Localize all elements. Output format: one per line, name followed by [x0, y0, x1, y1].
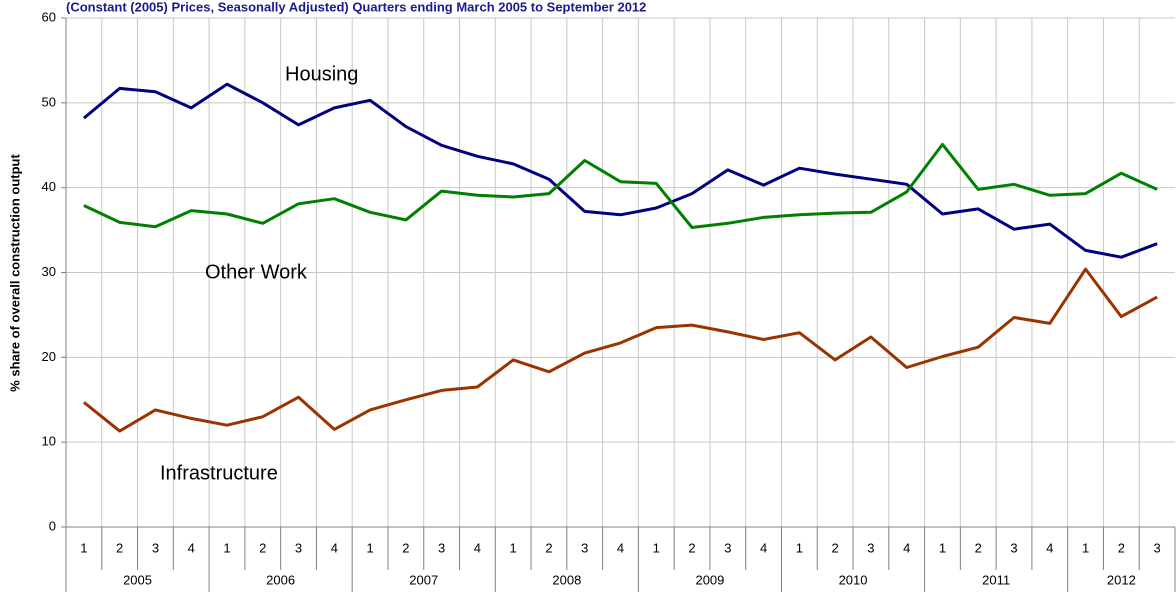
x-tick-label: 1 — [80, 540, 87, 555]
series-label: Other Work — [205, 261, 308, 283]
x-tick-label: 3 — [867, 540, 874, 555]
x-tick-label: 4 — [188, 540, 195, 555]
x-tick-label: 2 — [975, 540, 982, 555]
x-tick-label: 4 — [617, 540, 624, 555]
x-tick-label: 2 — [832, 540, 839, 555]
y-tick-label: 10 — [42, 434, 56, 449]
year-label: 2008 — [552, 572, 581, 587]
y-tick-label: 50 — [42, 94, 56, 109]
x-tick-label: 1 — [653, 540, 660, 555]
y-tick-label: 40 — [42, 179, 56, 194]
x-tick-label: 1 — [510, 540, 517, 555]
x-tick-label: 3 — [724, 540, 731, 555]
y-tick-label: 0 — [49, 518, 56, 533]
series-line — [82, 82, 1158, 259]
y-tick-label: 30 — [42, 264, 56, 279]
x-tick-label: 1 — [796, 540, 803, 555]
year-label: 2006 — [266, 572, 295, 587]
x-tick-label: 4 — [1046, 540, 1053, 555]
x-tick-label: 4 — [903, 540, 910, 555]
x-tick-label: 2 — [688, 540, 695, 555]
year-label: 2012 — [1107, 572, 1136, 587]
x-tick-label: 2 — [116, 540, 123, 555]
x-tick-label: 2 — [402, 540, 409, 555]
x-tick-label: 4 — [474, 540, 481, 555]
x-tick-label: 3 — [438, 540, 445, 555]
x-tick-label: 2 — [259, 540, 266, 555]
series-label: Housing — [285, 63, 358, 85]
year-label: 2010 — [839, 572, 868, 587]
year-label: 2009 — [695, 572, 724, 587]
series-label: Infrastructure — [160, 462, 278, 484]
chart-title: (Constant (2005) Prices, Seasonally Adju… — [66, 0, 646, 14]
year-label: 2005 — [123, 572, 152, 587]
y-axis-label: % share of overall construction output — [7, 154, 22, 392]
year-label: 2011 — [982, 572, 1010, 587]
x-tick-label: 1 — [939, 540, 946, 555]
series-line — [83, 142, 1158, 229]
x-tick-label: 4 — [760, 540, 767, 555]
x-tick-label: 4 — [331, 540, 338, 555]
year-label: 2007 — [409, 572, 438, 587]
x-tick-label: 3 — [152, 540, 159, 555]
series-line — [82, 267, 1158, 433]
x-tick-label: 2 — [545, 540, 552, 555]
x-tick-label: 3 — [295, 540, 302, 555]
x-tick-label: 1 — [366, 540, 373, 555]
x-tick-label: 1 — [1082, 540, 1089, 555]
y-tick-label: 20 — [42, 349, 56, 364]
x-tick-label: 3 — [1010, 540, 1017, 555]
x-tick-label: 1 — [223, 540, 230, 555]
x-tick-label: 3 — [1153, 540, 1160, 555]
x-tick-label: 2 — [1118, 540, 1125, 555]
x-tick-label: 3 — [581, 540, 588, 555]
y-tick-label: 60 — [42, 9, 56, 24]
